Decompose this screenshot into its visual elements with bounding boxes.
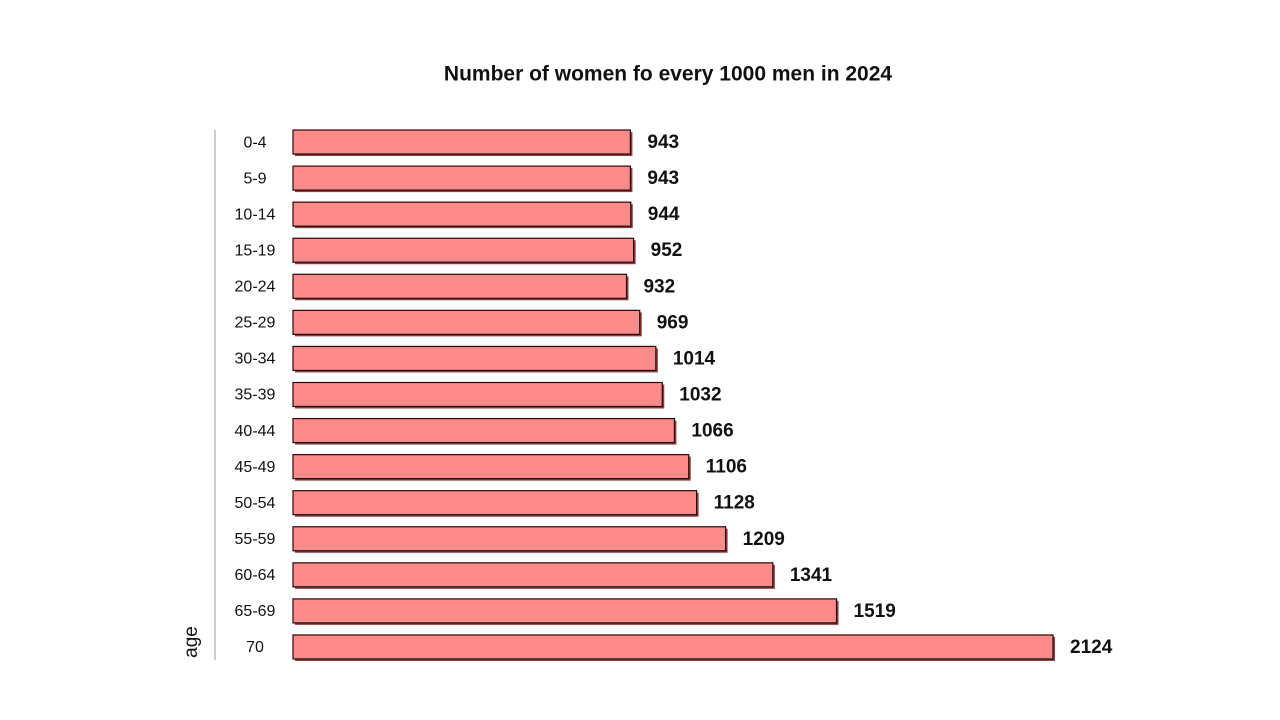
bar [292, 634, 1054, 660]
y-tick-label: 25-29 [235, 315, 276, 332]
y-tick-label: 15-19 [235, 242, 276, 259]
value-label: 943 [647, 132, 679, 153]
y-tick-label: 60-64 [235, 567, 276, 584]
value-label: 1519 [854, 601, 896, 622]
y-tick-label: 35-39 [235, 387, 276, 404]
bar [292, 165, 632, 191]
y-tick-label: 45-49 [235, 459, 276, 476]
bar [292, 381, 663, 408]
value-label: 943 [647, 168, 679, 189]
bar [292, 237, 635, 263]
bar [292, 562, 774, 588]
value-label: 1128 [714, 493, 755, 514]
bar [292, 417, 676, 444]
bar [292, 490, 698, 516]
chart-title: Number of women fo every 1000 men in 202… [444, 63, 892, 86]
bar [292, 309, 641, 335]
value-label: 932 [643, 276, 675, 297]
y-tick-label: 40-44 [235, 423, 276, 440]
bar [292, 345, 657, 372]
value-label: 1106 [706, 457, 747, 478]
y-tick-label: 65-69 [235, 603, 276, 620]
value-label: 2124 [1070, 637, 1113, 658]
y-axis-title: age [181, 626, 202, 658]
value-label: 1014 [673, 348, 716, 369]
y-tick-label: 0-4 [243, 134, 266, 151]
y-tick-label: 70 [246, 639, 264, 656]
value-label: 969 [657, 312, 689, 333]
value-label: 1341 [790, 565, 833, 586]
value-label: 1209 [743, 529, 785, 550]
bar [292, 129, 632, 155]
value-label: 944 [648, 204, 680, 225]
value-label: 952 [651, 240, 683, 261]
bar [292, 201, 632, 227]
y-tick-label: 30-34 [235, 351, 276, 368]
y-tick-label: 20-24 [235, 279, 276, 296]
y-tick-label: 50-54 [235, 495, 276, 512]
y-tick-label: 5-9 [243, 170, 266, 187]
bar [292, 273, 628, 299]
bar [292, 598, 838, 624]
bar [292, 454, 690, 480]
value-label: 1066 [691, 421, 733, 442]
bar [292, 526, 727, 552]
value-label: 1032 [679, 385, 721, 406]
y-tick-label: 10-14 [235, 206, 276, 223]
y-tick-label: 55-59 [235, 531, 276, 548]
